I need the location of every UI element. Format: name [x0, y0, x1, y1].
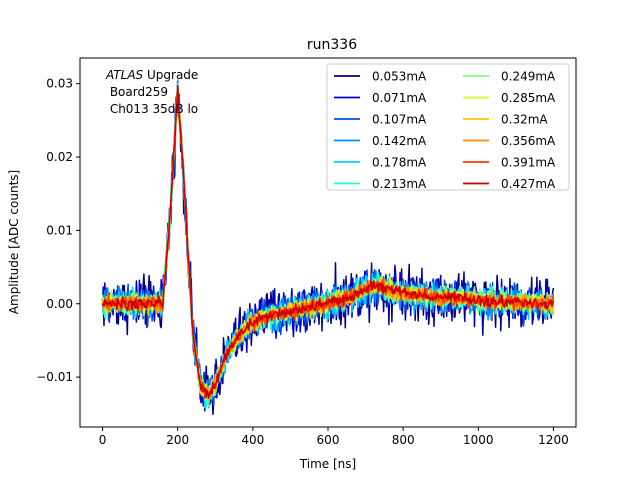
x-axis-label: Time [ns] [299, 457, 356, 471]
legend-frame [326, 63, 570, 191]
legend-label: 0.053mA [372, 70, 427, 84]
legend-label: 0.107mA [372, 113, 427, 127]
legend-label: 0.249mA [501, 70, 556, 84]
x-axis: 0 200 400 600 800 1000 1200 [99, 427, 569, 447]
legend: 0.053mA 0.071mA 0.107mA 0.142mA 0.178mA 0.213… [326, 63, 570, 191]
y-tick-label: −0.01 [36, 370, 73, 384]
y-axis-label: Amplitude [ADC counts] [7, 170, 21, 314]
legend-label: 0.391mA [501, 156, 556, 170]
legend-label: 0.32mA [501, 113, 548, 127]
legend-label: 0.285mA [501, 91, 556, 105]
y-tick-label: 0.01 [46, 223, 73, 237]
x-tick-label: 600 [317, 433, 340, 447]
legend-label: 0.142mA [372, 134, 427, 148]
legend-label: 0.178mA [372, 156, 427, 170]
x-tick-label: 200 [166, 433, 189, 447]
series-line [101, 84, 555, 400]
atlas-annotation: ATLAS Upgrade Board259 Ch013 35dB lo [105, 68, 198, 116]
y-axis: −0.01 0.00 0.01 0.02 0.03 [36, 77, 80, 384]
legend-label: 0.213mA [372, 177, 427, 191]
legend-label: 0.356mA [501, 134, 556, 148]
annotation-atlas: ATLAS [105, 68, 144, 82]
annotation-upgrade: Upgrade [143, 68, 198, 82]
annotation-line-3: Ch013 35dB lo [106, 102, 198, 116]
annotation-line-2: Board259 [106, 85, 168, 99]
x-tick-label: 1200 [538, 433, 569, 447]
x-tick-label: 800 [392, 433, 415, 447]
legend-label: 0.071mA [372, 91, 427, 105]
y-tick-label: 0.03 [46, 77, 73, 91]
y-tick-label: 0.02 [46, 150, 73, 164]
x-tick-label: 400 [241, 433, 264, 447]
x-tick-label: 0 [99, 433, 107, 447]
annotation-line-1: ATLAS Upgrade [105, 68, 198, 82]
legend-label: 0.427mA [501, 177, 556, 191]
chart-title: run336 [307, 37, 357, 53]
y-tick-label: 0.00 [46, 297, 73, 311]
x-tick-label: 1000 [463, 433, 494, 447]
series-group [101, 79, 555, 416]
